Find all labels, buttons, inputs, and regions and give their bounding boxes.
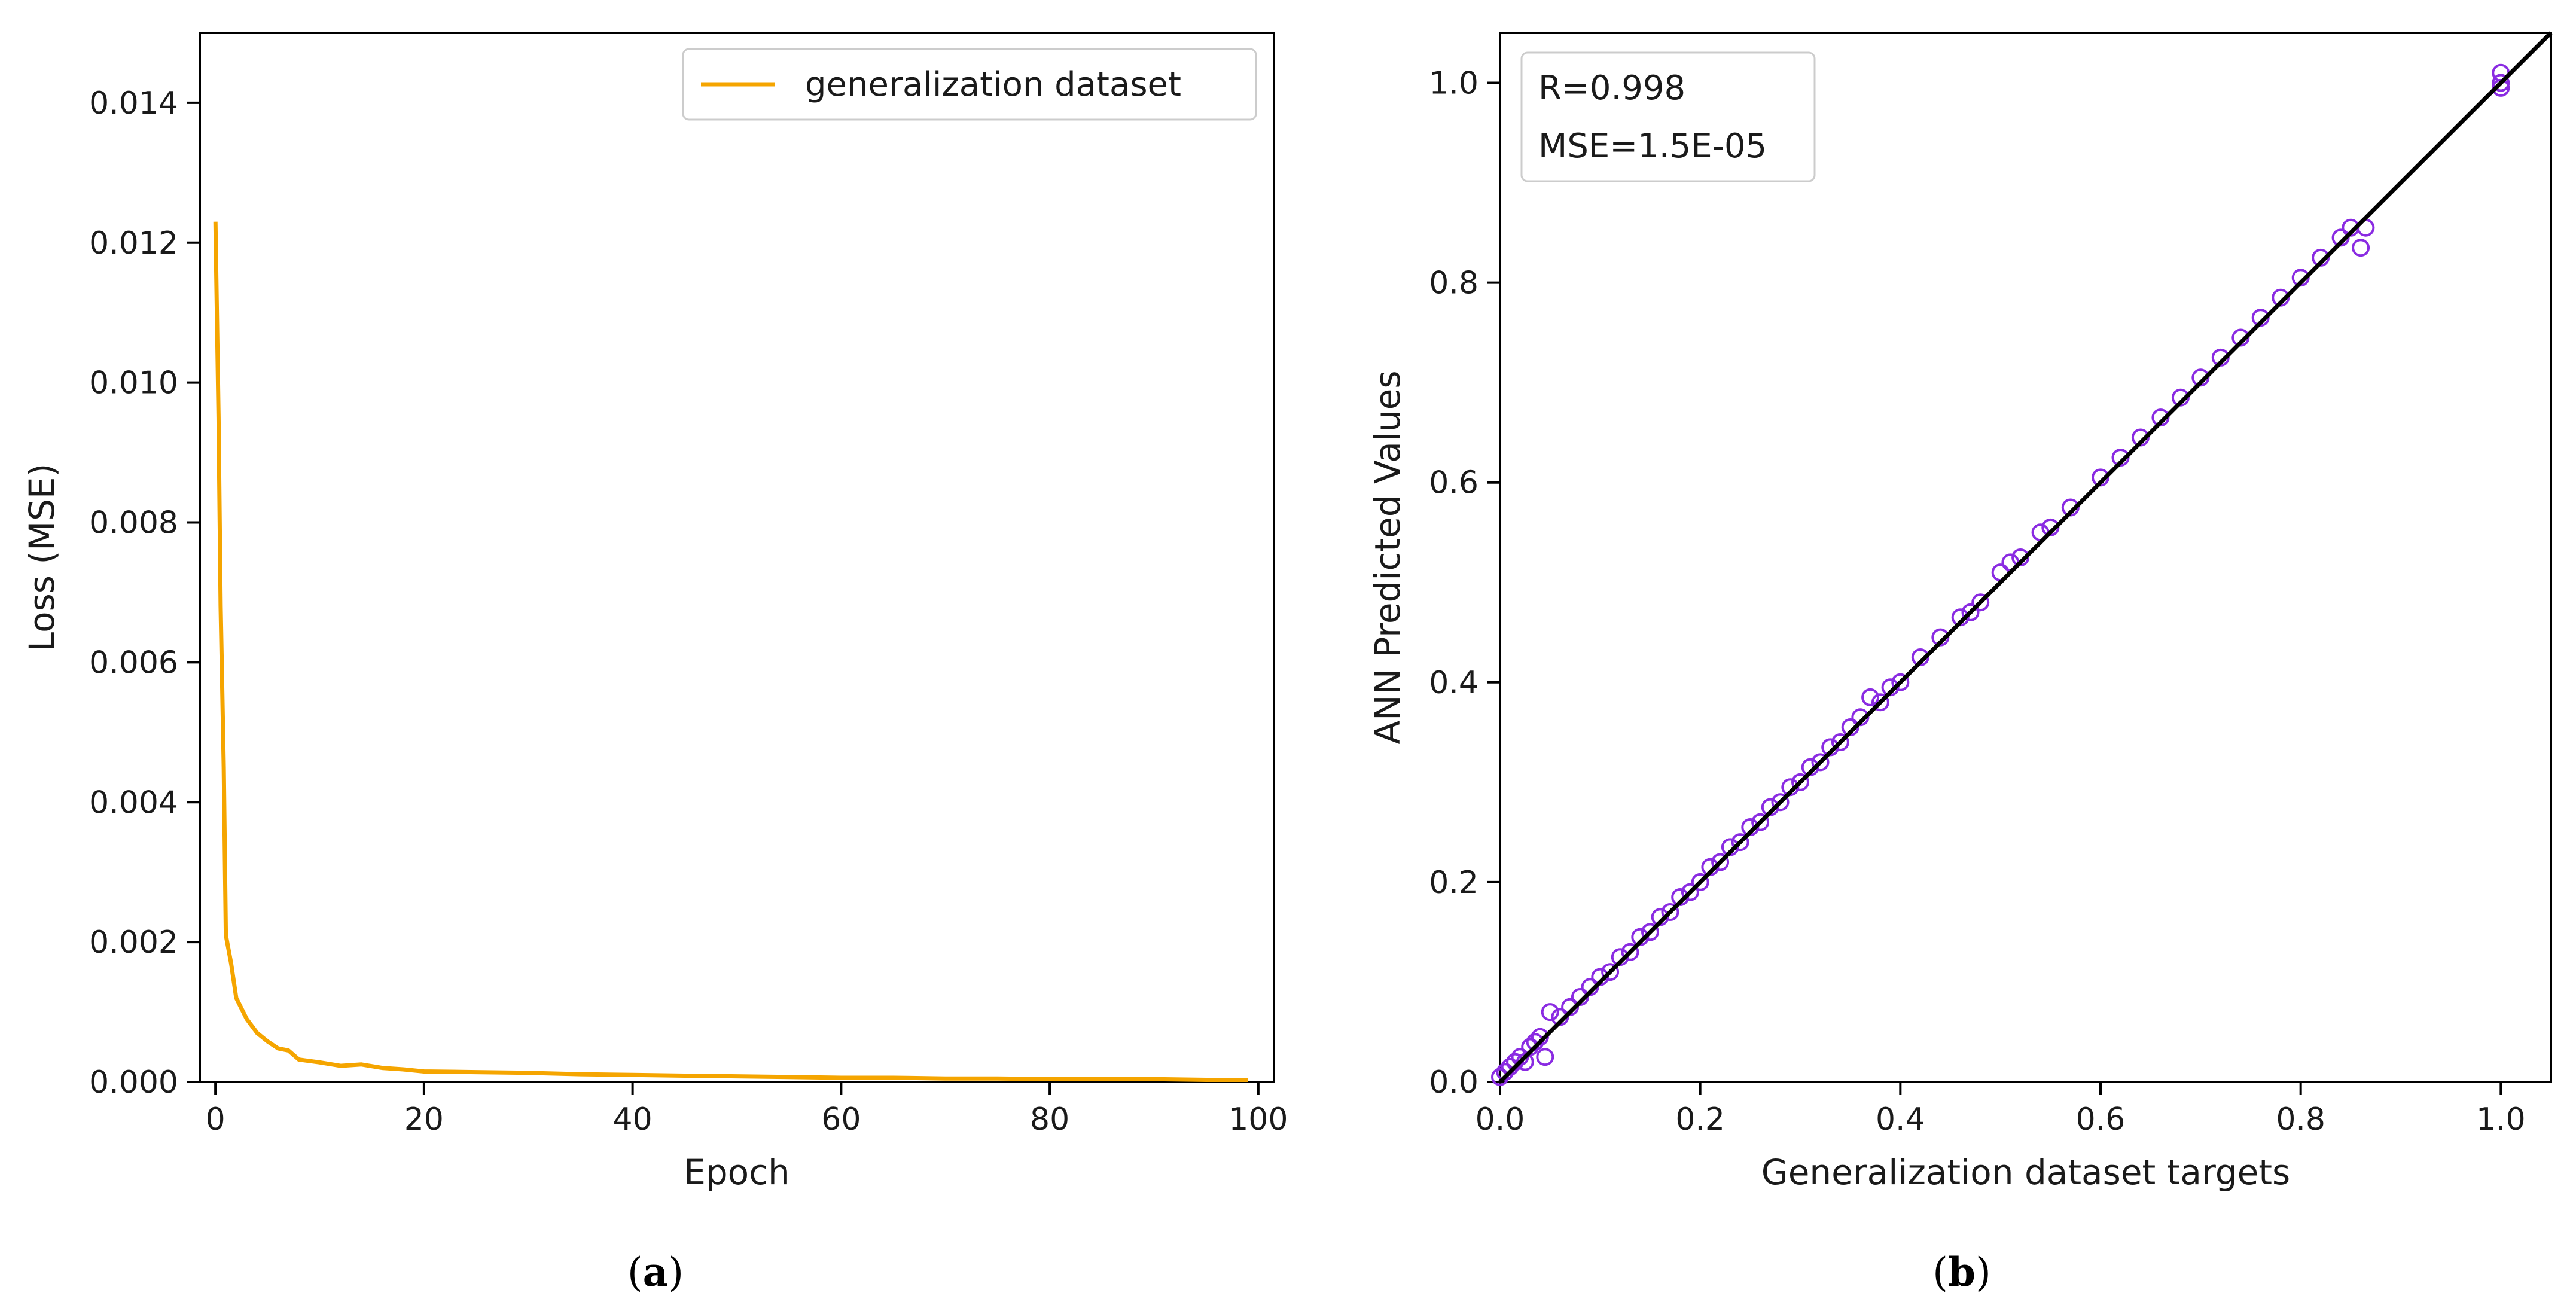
chart-b-x-tick-label: 0.8: [2276, 1102, 2325, 1138]
chart-b-caption: (b): [1932, 1249, 1991, 1295]
chart-b-y-tick-label: 0.8: [1429, 266, 1478, 301]
chart-b-data-point: [1601, 963, 1620, 981]
chart-b-data-point: [1861, 688, 1880, 706]
chart-a-y-tick-label: 0.012: [89, 225, 178, 261]
chart-a-y-tick-label: 0.004: [89, 785, 178, 821]
chart-b-data-point: [1536, 1048, 1554, 1066]
chart-a-y-tick-label: 0.010: [89, 365, 178, 401]
chart-b-data-point: [1541, 1003, 1559, 1022]
chart-b-data-point: [1791, 773, 1809, 791]
chart-b-x-tick-label: 0.4: [1876, 1102, 1925, 1138]
chart-a-y-tick-label: 0.006: [89, 645, 178, 681]
chart-b-data-point: [1831, 733, 1849, 751]
chart-b-data-point: [2492, 74, 2510, 92]
chart-b-data-point: [1691, 873, 1709, 891]
chart-a-y-ticks: 0.000 0.002 0.004 0.006 0.008 0.010 0.012 0.014: [89, 86, 200, 1100]
chart-b-data-point: [1811, 753, 1830, 772]
chart-a-legend: generalization dataset: [682, 48, 1257, 121]
chart-a-legend-label: generalization dataset: [805, 65, 1181, 104]
chart-b-fit-line: [1498, 31, 2553, 1084]
chart-a-legend-box: [682, 48, 1257, 121]
chart-a-y-tick-label: 0.014: [89, 86, 178, 121]
chart-a-x-axis-label: Epoch: [684, 1152, 790, 1193]
chart-b-x-ticks: 0.0 0.2 0.4 0.6 0.8 1.0: [1476, 1082, 2526, 1138]
chart-b-y-tick-label: 1.0: [1429, 66, 1478, 102]
chart-a-x-tick-label: 20: [404, 1102, 444, 1138]
chart-a-plot-area: [199, 32, 1275, 1083]
chart-b-data-point: [1891, 673, 1910, 691]
chart-b-data-point: [1771, 793, 1790, 812]
chart-a-x-tick-label: 40: [613, 1102, 653, 1138]
chart-b-data-point: [2352, 239, 2370, 257]
chart-b-y-tick-label: 0.6: [1429, 465, 1478, 501]
chart-a-panel: 0 20 40 60 80 100 0.0000.0020.0040.0060.0080.…: [22, 32, 1288, 1295]
chart-b-data-point: [1661, 903, 1679, 921]
chart-b-y-axis-label: ANN Predicted Values: [1367, 370, 1408, 744]
chart-b-data-point: [1971, 593, 1990, 612]
chart-b-data-point: [1711, 853, 1730, 871]
chart-b-data-point: [1681, 883, 1699, 901]
chart-b-data-point: [1641, 923, 1659, 941]
chart-a-x-tick-label: 60: [821, 1102, 861, 1138]
chart-b-x-tick-label: 0.2: [1675, 1102, 1725, 1138]
chart-b-x-tick-label: 0.0: [1476, 1102, 1525, 1138]
chart-b-x-axis-label: Generalization dataset targets: [1761, 1152, 2291, 1193]
chart-b-data-point: [1751, 813, 1770, 831]
chart-b-data-point: [1621, 943, 1639, 961]
chart-a-y-tick-label: 0.008: [89, 505, 178, 541]
chart-a-x-ticks: 0 20 40 60 80 100: [206, 1082, 1288, 1138]
chart-a-caption: (a): [627, 1249, 684, 1295]
chart-b-y-ticks: 0.0 0.2 0.4 0.6 0.8 1.0: [1429, 66, 1500, 1100]
chart-b-data-point: [1731, 833, 1749, 852]
chart-b-x-tick-label: 1.0: [2476, 1102, 2526, 1138]
chart-a-y-axis-label: Loss (MSE): [22, 464, 62, 651]
chart-a-y-tick-label: 0.000: [89, 1065, 178, 1100]
chart-a-x-tick-label: 80: [1030, 1102, 1069, 1138]
chart-b-annotation-mse: MSE=1.5E-05: [1538, 127, 1767, 166]
chart-b-y-tick-label: 0.2: [1429, 865, 1478, 901]
chart-a-x-tick-label: 0: [206, 1102, 225, 1138]
chart-b-annotation-r: R=0.998: [1538, 69, 1685, 108]
chart-b-data-point: [1961, 603, 1980, 621]
chart-a-x-tick-label: 100: [1228, 1102, 1288, 1138]
chart-a-series: [213, 221, 1248, 1082]
chart-b-panel: 0.0 0.2 0.4 0.6 0.8 1.0 0.0 0.2 0.4 0.6 0.8 1.0 R=…: [1367, 31, 2553, 1295]
chart-b-annotation-frame: [1520, 51, 1816, 182]
chart-a-y-tick-label: 0.002: [89, 925, 178, 961]
chart-a-series-line: [213, 221, 1248, 1082]
chart-b-y-tick-label: 0.0: [1429, 1065, 1478, 1100]
chart-b-x-tick-label: 0.6: [2076, 1102, 2126, 1138]
chart-b-annotation-box: R=0.998 MSE=1.5E-05: [1520, 51, 1816, 182]
chart-b-y-tick-label: 0.4: [1429, 665, 1478, 701]
chart-b-data-point: [1871, 693, 1889, 712]
